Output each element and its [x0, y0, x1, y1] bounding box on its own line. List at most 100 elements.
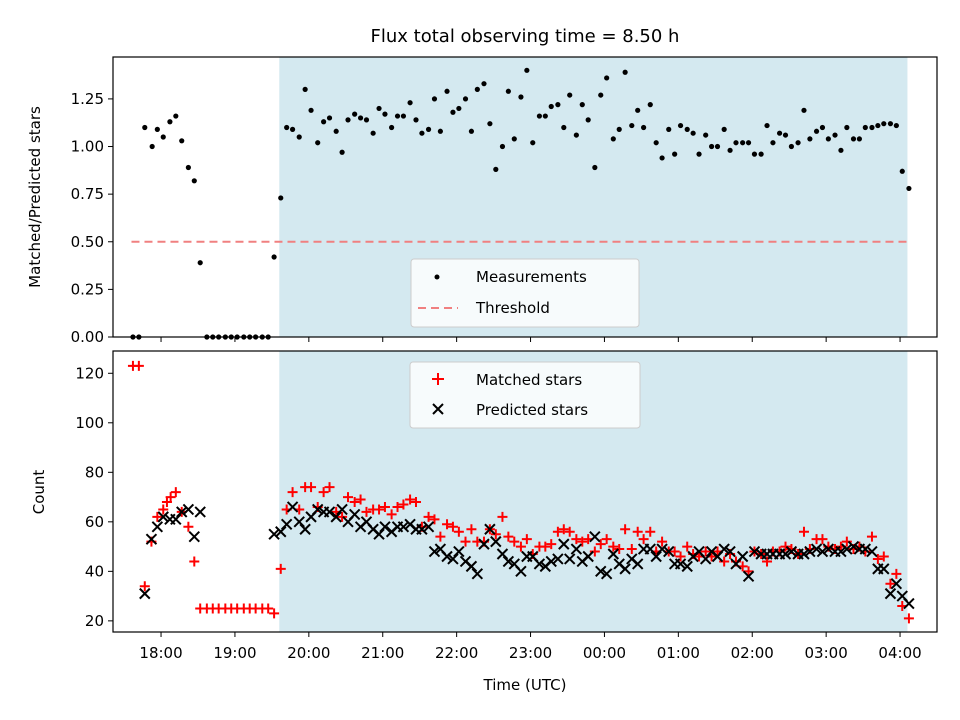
measurement-point: [745, 140, 752, 146]
measurement-point: [419, 130, 425, 136]
measurement-point: [604, 75, 610, 81]
predicted-star-marker: [194, 506, 206, 518]
predicted-star-marker: [748, 545, 761, 558]
legend-matched-label: Matched stars: [476, 371, 582, 389]
predicted-star-marker: [558, 538, 570, 550]
matched-star-marker: [490, 529, 501, 540]
measurement-point: [315, 140, 321, 146]
measurement-point: [444, 88, 450, 94]
measurement-point: [149, 143, 155, 150]
measurement-point: [653, 140, 659, 146]
predicted-star-marker: [311, 503, 324, 516]
predicted-star-marker: [484, 523, 496, 535]
measurement-point: [721, 126, 727, 132]
x-tick-label: 23:00: [509, 644, 552, 662]
measurement-point: [197, 260, 203, 266]
measurement-point: [776, 130, 783, 136]
matched-star-marker: [743, 566, 754, 577]
measurement-point: [801, 107, 807, 113]
matched-star-marker: [638, 534, 649, 545]
measurement-point: [788, 143, 795, 150]
measurement-point: [850, 136, 857, 142]
measurement-point: [764, 122, 770, 129]
x-tick-label: 21:00: [361, 644, 404, 662]
measurement-point: [345, 117, 351, 123]
predicted-star-marker: [157, 511, 169, 523]
predicted-star-marker: [176, 506, 188, 518]
measurement-point: [733, 140, 739, 146]
matched-star-marker: [349, 497, 360, 508]
matched-star-marker: [571, 534, 582, 545]
measurement-point: [302, 86, 308, 92]
matched-star-marker: [885, 578, 896, 589]
x-tick-label: 01:00: [657, 644, 700, 662]
measurement-point: [887, 121, 894, 127]
measurement-point: [825, 136, 831, 142]
measurement-point: [456, 105, 462, 112]
measurement-point: [308, 107, 314, 113]
top-legend: Measurements Threshold: [410, 258, 640, 328]
matched-star-marker: [657, 536, 668, 547]
matched-star-marker: [392, 501, 403, 512]
matched-star-marker: [577, 536, 588, 547]
measurement-point: [807, 136, 813, 142]
predicted-star-marker: [835, 545, 847, 558]
measurement-point: [598, 92, 604, 98]
predicted-star-marker: [859, 543, 872, 555]
top-y-axis: 0.00 0.25 0.50 0.75 1.00 1.25: [71, 90, 113, 346]
matched-star-marker: [152, 511, 163, 522]
measurement-point: [352, 111, 358, 117]
top-panel: 0.00 0.25 0.50 0.75 1.00 1.25 Matched/Predict…: [26, 56, 938, 346]
matched-star-marker: [903, 613, 914, 624]
measurement-point: [740, 140, 746, 146]
predicted-star-marker: [422, 521, 435, 533]
matched-star-marker: [466, 524, 477, 535]
measurement-point: [548, 103, 554, 110]
measurement-point: [536, 113, 543, 119]
measurement-point: [709, 143, 715, 150]
predicted-star-marker: [502, 555, 515, 568]
measurement-point: [382, 111, 388, 117]
matched-star-marker: [564, 526, 575, 537]
predicted-star-marker: [878, 563, 890, 575]
bottom-legend-box: [409, 361, 641, 429]
x-tick-label: 18:00: [139, 644, 182, 662]
measurement-point: [819, 124, 826, 131]
measurement-point: [592, 164, 598, 171]
measurement-point: [339, 149, 345, 155]
measurement-point: [758, 151, 764, 157]
measurement-point: [450, 109, 456, 115]
measurement-point: [869, 124, 875, 131]
predicted-star-marker: [478, 538, 490, 550]
measurement-point: [659, 155, 665, 161]
predicted-star-marker: [822, 543, 835, 555]
matched-star-marker: [497, 511, 508, 522]
matched-star-marker: [337, 511, 348, 522]
predicted-star-marker: [589, 530, 601, 543]
measurement-point: [795, 140, 801, 146]
x-tick-label: 04:00: [878, 644, 921, 662]
matched-star-marker: [540, 541, 551, 552]
measurement-point: [832, 132, 838, 138]
predicted-star-marker: [348, 508, 361, 521]
top-axes-frame: [112, 56, 938, 338]
matched-star-marker: [817, 534, 828, 545]
measurement-point: [813, 128, 820, 134]
predicted-star-marker: [810, 543, 823, 555]
measurement-point: [481, 81, 487, 87]
measurement-point: [271, 254, 277, 260]
predicted-star-marker: [490, 535, 502, 548]
predicted-star-marker: [866, 545, 878, 558]
matched-star-marker: [447, 521, 458, 532]
x-tick-label: 19:00: [213, 644, 256, 662]
measurement-point: [616, 126, 622, 132]
y-tick-label: 1.00: [71, 138, 104, 156]
predicted-star-marker: [471, 568, 484, 580]
matched-star-marker: [866, 531, 877, 542]
matched-star-marker: [170, 487, 181, 498]
measurement-point: [906, 185, 912, 192]
measurement-point: [714, 143, 721, 150]
measurement-point: [468, 128, 475, 134]
matched-star-marker: [460, 536, 471, 547]
